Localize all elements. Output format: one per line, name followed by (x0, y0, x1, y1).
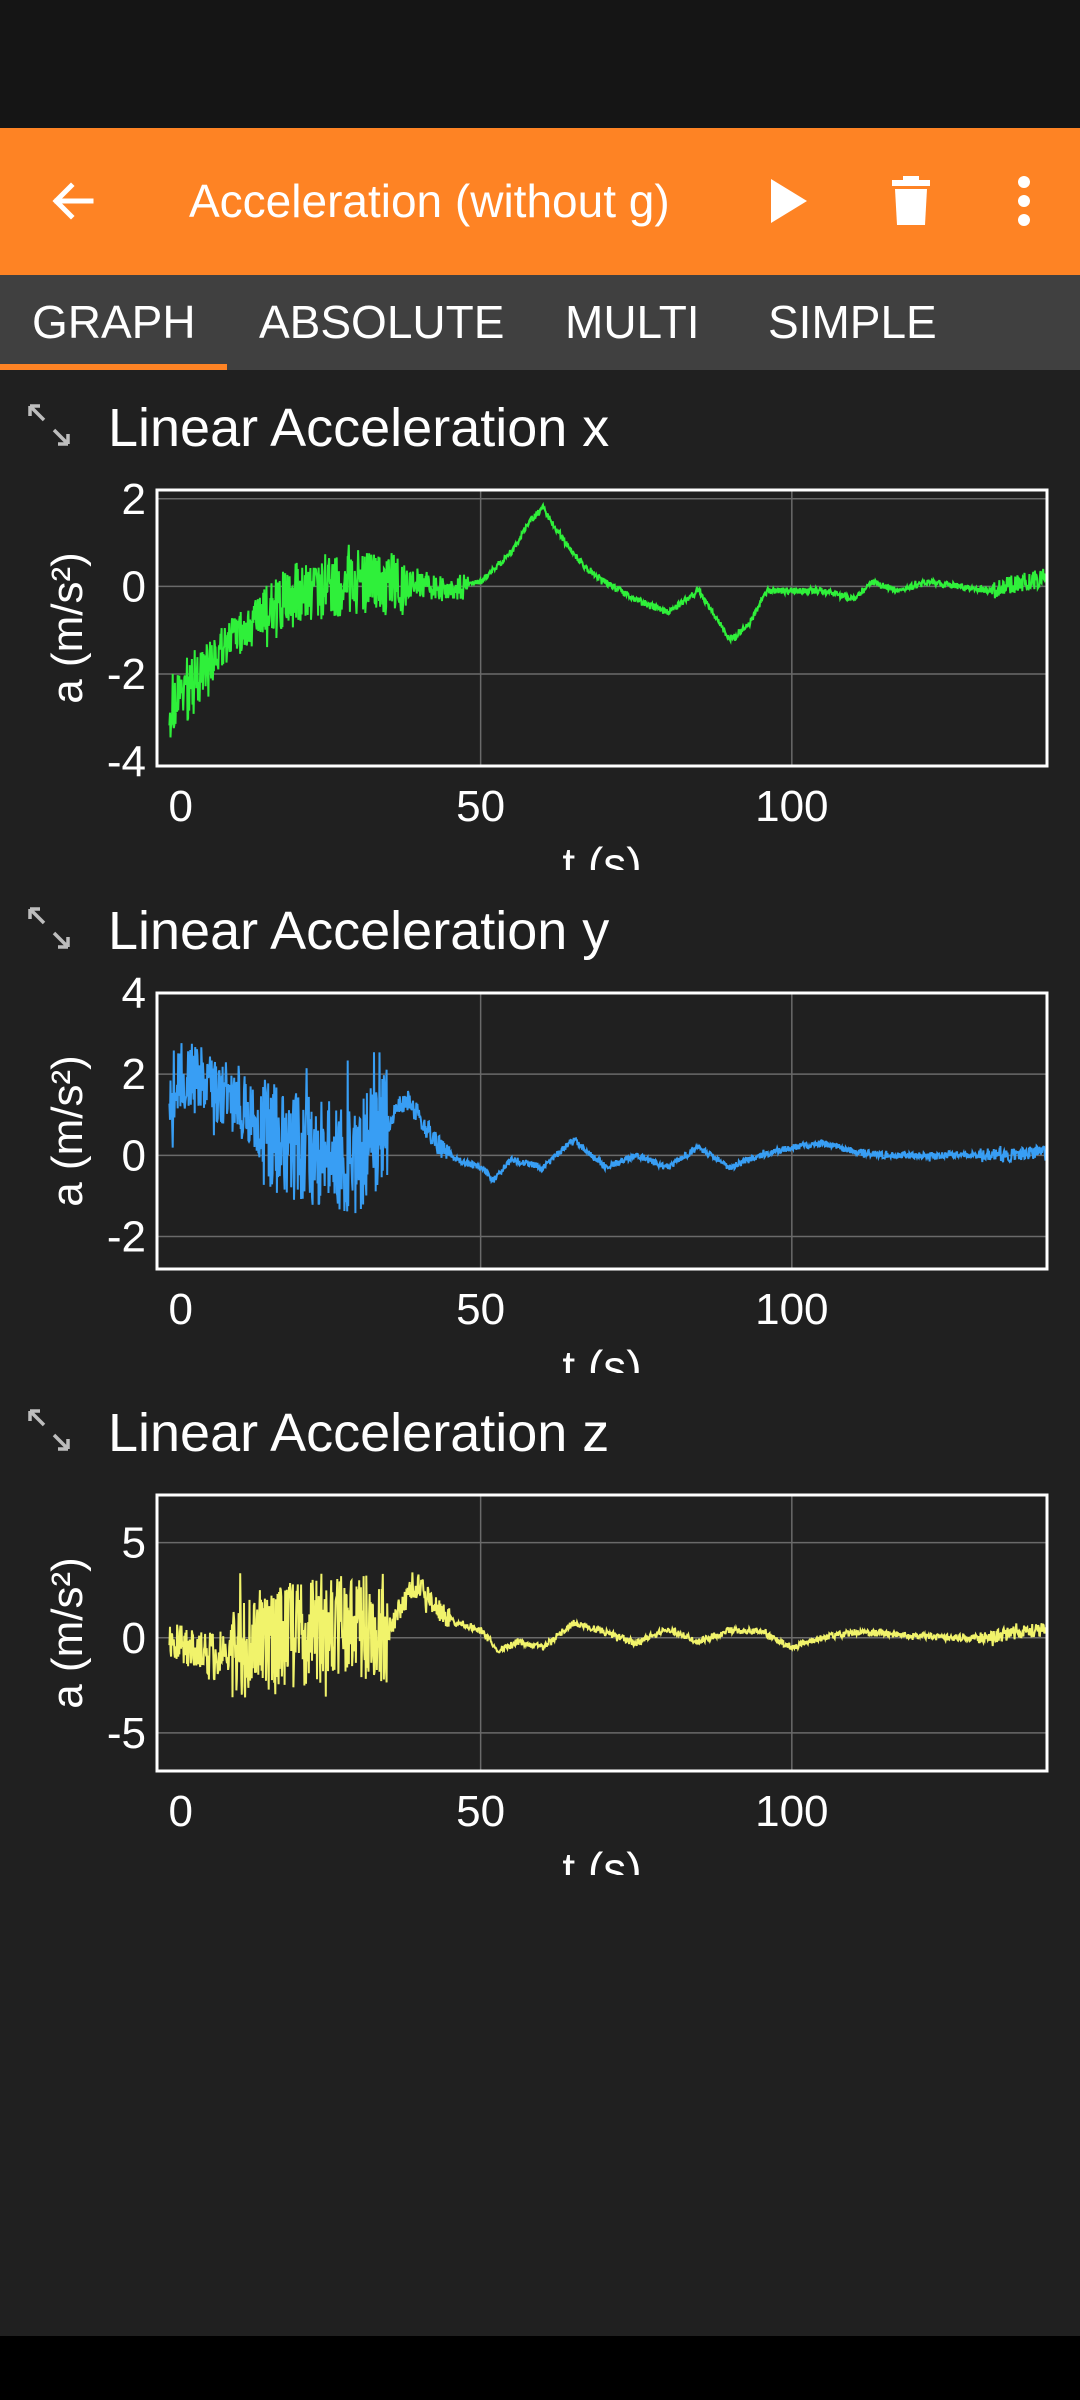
data-series-line (168, 501, 1047, 738)
y-axis-label: a (m/s²) (43, 1557, 92, 1709)
arrow-left-icon (52, 182, 94, 220)
y-axis-label: a (m/s²) (43, 1055, 92, 1207)
y-tick-label: 2 (122, 475, 146, 524)
plot-frame (155, 991, 1049, 1271)
status-bar (0, 0, 1080, 128)
y-tick-label: 5 (122, 1519, 146, 1568)
x-axis-label: t (s) (562, 1843, 641, 1875)
x-tick-label: 50 (456, 1787, 505, 1836)
y-axis-label: a (m/s²) (43, 552, 92, 704)
graph-title: Linear Acceleration x (108, 398, 610, 458)
navigation-bar (0, 2336, 1080, 2400)
tab-absolute[interactable]: ABSOLUTE (259, 296, 505, 348)
x-tick-label: 100 (755, 782, 828, 831)
x-tick-label: 50 (456, 782, 505, 831)
more-options-button[interactable] (984, 161, 1064, 241)
y-tick-label: -4 (107, 738, 146, 787)
delete-button[interactable] (871, 161, 951, 241)
x-tick-label: 0 (168, 782, 192, 831)
more-vertical-icon (1018, 176, 1030, 226)
plot-frame (155, 488, 1049, 768)
plot-frame (155, 1493, 1049, 1773)
x-axis-label: t (s) (562, 838, 641, 870)
back-button[interactable] (33, 161, 113, 241)
y-tick-label: 0 (122, 1614, 146, 1663)
y-tick-label: -5 (107, 1709, 146, 1758)
y-tick-label: 4 (122, 969, 146, 1018)
graph-z[interactable]: Linear Acceleration z -5 0 5 0 50 100 t (s) a (… (0, 1375, 1080, 1875)
expand-arrows-icon[interactable] (26, 402, 72, 448)
y-tick-label: -2 (107, 1213, 146, 1262)
play-button[interactable] (748, 161, 828, 241)
play-icon (771, 179, 807, 223)
x-axis-label: t (s) (562, 1341, 641, 1373)
y-tick-label: -2 (107, 650, 146, 699)
tab-bar: GRAPH ABSOLUTE MULTI SIMPLE (0, 275, 1080, 370)
app-bar: Acceleration (without g) (0, 128, 1080, 275)
tab-multi[interactable]: MULTI (565, 296, 700, 348)
trash-icon (892, 176, 930, 225)
tab-graph[interactable]: GRAPH (32, 296, 196, 348)
data-series-line (168, 1572, 1047, 1698)
tab-simple[interactable]: SIMPLE (768, 296, 937, 348)
selected-tab-indicator (0, 364, 227, 370)
x-tick-label: 0 (168, 1285, 192, 1334)
plot-area[interactable]: -2 0 2 4 0 50 100 t (s) a (m/s²) (0, 873, 1080, 1373)
data-series-line (168, 1043, 1047, 1214)
x-tick-label: 100 (755, 1285, 828, 1334)
expand-arrows-icon[interactable] (26, 1407, 72, 1453)
x-tick-label: 0 (168, 1787, 192, 1836)
graph-title: Linear Acceleration z (108, 1403, 610, 1463)
x-tick-label: 50 (456, 1285, 505, 1334)
app-title: Acceleration (without g) (189, 175, 670, 227)
y-tick-label: 0 (122, 1131, 146, 1180)
graph-title: Linear Acceleration y (108, 901, 610, 961)
expand-arrows-icon[interactable] (26, 905, 72, 951)
plot-area[interactable]: -4 -2 0 2 0 50 100 t (s) a (m/s²) (0, 370, 1080, 870)
graph-x[interactable]: Linear Acceleration x -4 -2 0 2 0 50 100 t (s) a… (0, 370, 1080, 870)
x-tick-label: 100 (755, 1787, 828, 1836)
y-tick-label: 0 (122, 562, 146, 611)
graph-y[interactable]: Linear Acceleration y -2 0 2 4 0 50 100 t (s) a … (0, 873, 1080, 1373)
y-tick-label: 2 (122, 1050, 146, 1099)
